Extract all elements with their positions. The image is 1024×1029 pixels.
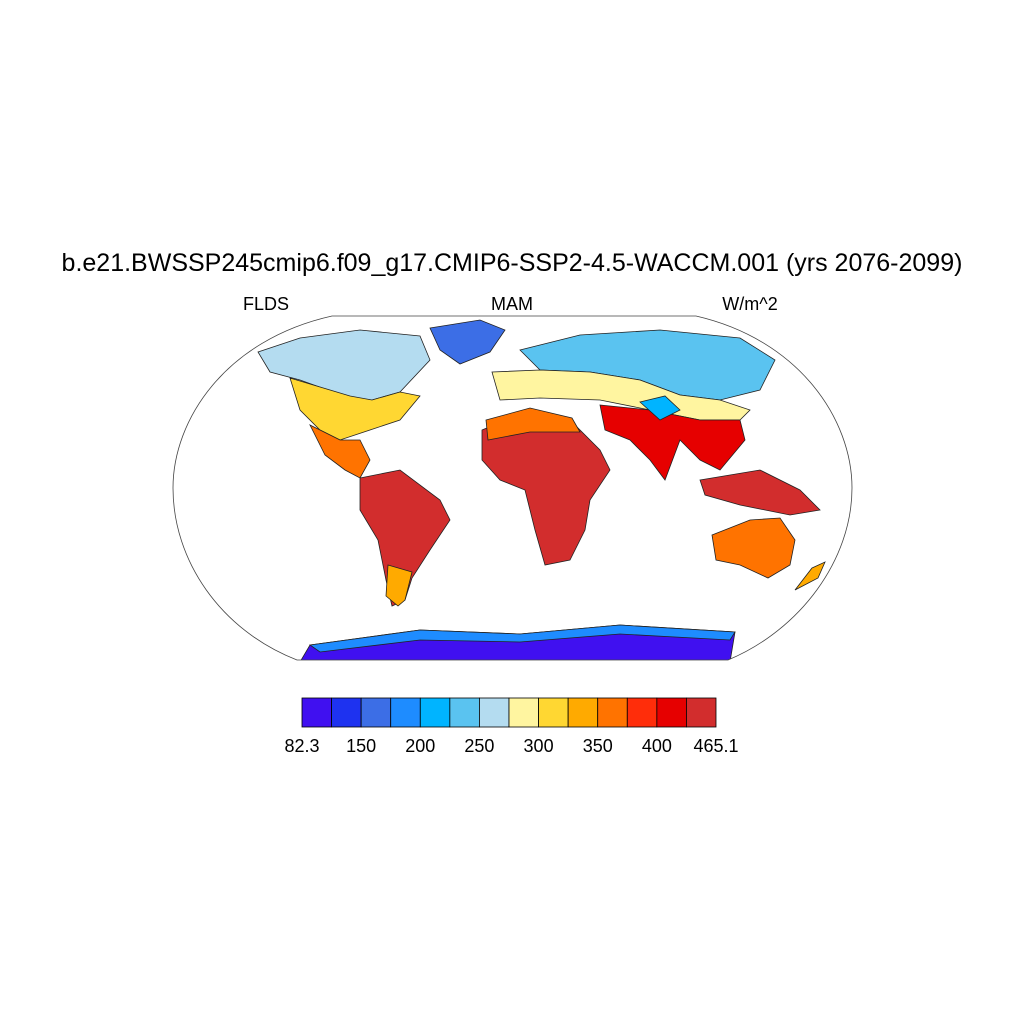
south-america xyxy=(359,469,451,607)
colorbar-label: 150 xyxy=(346,736,376,756)
colorbar-box xyxy=(419,697,451,728)
central-america xyxy=(309,424,371,479)
colorbar-box xyxy=(360,697,392,728)
colorbar-box xyxy=(479,697,510,728)
colorbar: 82.3 150 200 250 300 350 400 465.1 xyxy=(284,697,739,756)
map-outline xyxy=(172,315,853,661)
colorbar-box xyxy=(656,697,687,728)
africa-north xyxy=(485,407,581,441)
colorbar-label: 300 xyxy=(524,736,554,756)
antarctica-coast xyxy=(308,624,736,653)
colorbar-box xyxy=(626,697,658,728)
north-america-mid xyxy=(289,377,421,441)
eurasia-mid xyxy=(491,369,751,421)
colorbar-label: 82.3 xyxy=(284,736,319,756)
colorbar-box xyxy=(567,697,599,728)
indonesia xyxy=(699,469,821,516)
greenland xyxy=(429,319,506,365)
north-america xyxy=(257,329,431,401)
title: b.e21.BWSSP245cmip6.f09_g17.CMIP6-SSP2-4… xyxy=(62,249,963,277)
new-zealand xyxy=(794,561,826,591)
colorbar-box xyxy=(331,697,362,728)
colorbar-box xyxy=(301,697,332,728)
colorbar-box xyxy=(597,697,628,728)
australia xyxy=(711,517,796,579)
asia-south xyxy=(599,404,746,481)
right-string: W/m^2 xyxy=(722,294,777,314)
colorbar-box xyxy=(538,697,569,728)
colorbar-box xyxy=(390,697,421,728)
colorbar-label: 250 xyxy=(464,736,494,756)
tibet xyxy=(639,395,681,421)
colorbar-label: 200 xyxy=(405,736,435,756)
map xyxy=(172,315,853,661)
colorbar-label: 350 xyxy=(583,736,613,756)
south-america-south xyxy=(385,564,413,607)
colorbar-label: 465.1 xyxy=(693,736,738,756)
colorbar-box xyxy=(508,697,539,728)
colorbar-label: 400 xyxy=(642,736,672,756)
colorbar-box xyxy=(449,697,480,728)
center-string: MAM xyxy=(491,294,533,314)
left-string: FLDS xyxy=(243,294,289,314)
colorbar-box xyxy=(686,697,717,728)
